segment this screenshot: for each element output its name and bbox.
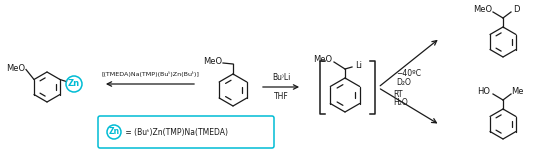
- FancyBboxPatch shape: [98, 116, 274, 148]
- Text: = (Buᵗ)Zn(TMP)Na(TMEDA): = (Buᵗ)Zn(TMP)Na(TMEDA): [123, 127, 228, 137]
- Text: Li: Li: [355, 61, 363, 71]
- Text: Bu⁾Li: Bu⁾Li: [272, 73, 290, 82]
- Text: MeO: MeO: [474, 5, 493, 14]
- Text: MeO: MeO: [7, 64, 26, 73]
- Text: Zn: Zn: [108, 127, 120, 137]
- Text: MeO: MeO: [203, 58, 222, 66]
- Text: D₂O: D₂O: [396, 78, 411, 87]
- Text: RT: RT: [393, 90, 403, 99]
- Text: MeO: MeO: [314, 56, 332, 64]
- Text: HO: HO: [478, 87, 490, 96]
- Text: H₂O: H₂O: [393, 98, 408, 107]
- Text: Zn: Zn: [68, 79, 80, 88]
- Text: −40ºC: −40ºC: [396, 69, 421, 78]
- Text: Me: Me: [511, 87, 523, 95]
- Text: [(TMEDA)Na(TMP)(Buᵗ)Zn(Buᵗ)]: [(TMEDA)Na(TMP)(Buᵗ)Zn(Buᵗ)]: [101, 71, 199, 77]
- Text: THF: THF: [274, 92, 289, 101]
- Text: D: D: [513, 5, 519, 13]
